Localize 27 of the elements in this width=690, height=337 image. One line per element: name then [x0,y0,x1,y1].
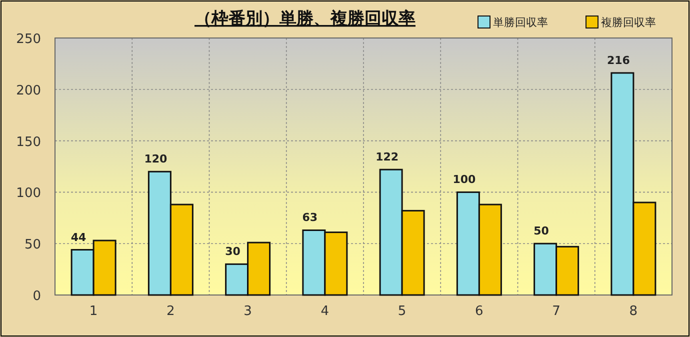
y-tick-label: 0 [32,289,41,304]
data-label: 30 [225,245,241,258]
data-label: 216 [606,54,630,67]
legend-item: 複勝回収率 [586,16,656,29]
data-label: 122 [376,150,399,164]
legend-label: 複勝回収率 [601,16,656,29]
y-tick-label: 50 [24,238,41,253]
y-tick-label: 100 [16,186,41,202]
x-tick-label: 5 [398,304,406,319]
data-label: 100 [452,173,476,186]
x-tick-label: 3 [244,304,252,319]
y-tick-label: 250 [16,32,41,47]
data-label: 63 [302,211,318,224]
y-tick-label: 150 [16,134,41,150]
x-tick-label: 1 [89,304,98,319]
data-label: 50 [534,224,550,238]
legend-item: 単勝回収率 [478,16,548,29]
y-tick-label: 200 [16,83,41,98]
legend-label: 単勝回収率 [493,16,548,29]
x-tick-label: 6 [475,304,484,319]
x-tick-label: 2 [166,304,175,319]
x-tick-label: 7 [552,304,560,319]
x-tick-label: 4 [320,304,330,319]
data-label: 120 [144,152,168,166]
x-tick-label: 8 [629,304,638,319]
data-label: 44 [70,230,87,244]
chart-title: （枠番別）単勝、複勝回収率 [194,9,416,29]
